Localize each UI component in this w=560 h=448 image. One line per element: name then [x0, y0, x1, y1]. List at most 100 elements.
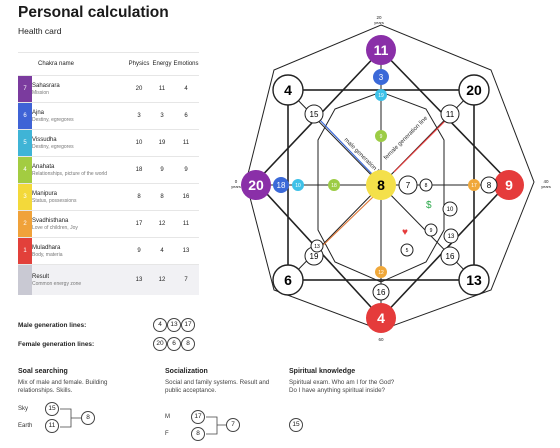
socialization-text: Social and family systems. Result and pu… [165, 379, 270, 394]
chakra-color-cell: 5 [18, 129, 32, 157]
node-v10: 10 [292, 179, 304, 191]
chakra-description: Relationships, picture of the world [32, 170, 108, 177]
svg-text:5: 5 [406, 248, 409, 254]
physics-value: 3 [127, 102, 151, 130]
spiritual-title: Spiritual knowledge [289, 368, 356, 375]
node-outer-left: 20 [241, 170, 271, 200]
chakra-description: Destiny, egregores [32, 116, 74, 123]
male-gen-value-1: 4 [153, 318, 167, 332]
node-v17: 17 [468, 179, 480, 191]
node-outer-br: 13 [458, 264, 490, 296]
svg-text:8: 8 [487, 181, 492, 190]
svg-text:10: 10 [295, 183, 301, 189]
svg-text:12: 12 [378, 270, 384, 276]
node-v9: 9 [375, 130, 387, 142]
chakra-color-cell: 7 [18, 75, 32, 103]
result-color-cell [18, 264, 32, 295]
male-generation-label: Male generation lines: [18, 322, 87, 329]
svg-text:16: 16 [377, 288, 386, 297]
svg-text:3: 3 [379, 73, 384, 82]
earth-label: Earth [18, 423, 33, 429]
sky-label: Sky [18, 406, 29, 412]
earth-value: 11 [45, 419, 59, 433]
node-v19: 19 [375, 89, 387, 101]
result-name-cell: Result Common energy zone [32, 264, 127, 295]
svg-text:20: 20 [248, 177, 264, 193]
female-generation-line-label: female generation line [383, 115, 429, 161]
energy-value: 19 [151, 129, 173, 157]
result-energy: 12 [151, 264, 173, 295]
f-label: F [165, 431, 169, 437]
node-v10b: 10 [442, 201, 458, 217]
table-row: 3 Manipura Status, possessions 8 8 16 [18, 183, 199, 211]
energy-value: 9 [151, 156, 173, 184]
page-subtitle: Health card [18, 26, 62, 36]
svg-text:9: 9 [505, 177, 513, 193]
emotions-value: 16 [173, 183, 199, 211]
social-bracket [206, 416, 227, 435]
node-v18: 18 [273, 177, 289, 193]
chakra-name: Sahasrara [32, 82, 60, 89]
soul-bracket [60, 408, 81, 428]
m-label: M [165, 414, 170, 420]
age-top-unit: years [374, 20, 384, 25]
svg-text:17: 17 [471, 183, 477, 189]
age-right: 40 [543, 179, 549, 184]
spiritual-text: Spiritual exam. Who am I for the God? Do… [289, 379, 395, 394]
table-row: 5 Vissudha Destiny, egregores 10 19 11 [18, 129, 199, 157]
svg-text:8: 8 [425, 183, 428, 189]
chakra-name: Manipura [32, 190, 58, 197]
col-emotions: Emotions [173, 52, 199, 76]
table-row: 6 Ajna Destiny, egregores 3 3 6 [18, 102, 199, 130]
svg-text:20: 20 [466, 82, 482, 98]
chakra-name-cell: Sahasrara Mission [32, 75, 127, 103]
svg-text:10: 10 [447, 207, 454, 213]
svg-text:13: 13 [448, 234, 455, 240]
result-row: Result Common energy zone 13 12 7 [18, 264, 199, 295]
node-inner-br: 16 [440, 246, 460, 266]
energy-value: 8 [151, 183, 173, 211]
energy-value: 12 [151, 210, 173, 238]
chakra-table: Chakra name Physics Energy Emotions 7 Sah… [18, 52, 199, 295]
male-gen-value-2: 13 [167, 318, 181, 332]
soul-result-value: 8 [81, 411, 95, 425]
table-row: 2 Svadhisthana Love of children, Joy 17 12 11 [18, 210, 199, 238]
chakra-color-cell: 1 [18, 237, 32, 265]
svg-text:19: 19 [378, 93, 384, 99]
svg-text:13: 13 [314, 244, 320, 250]
chakra-name-cell: Ajna Destiny, egregores [32, 102, 127, 130]
node-v9b: 9 [424, 223, 438, 237]
svg-text:9: 9 [430, 228, 433, 234]
f-value: 8 [191, 427, 205, 441]
page-title: Personal calculation [18, 4, 169, 21]
svg-text:16: 16 [446, 252, 455, 261]
chakra-name: Vissudha [32, 136, 57, 143]
emotions-value: 11 [173, 210, 199, 238]
female-generation-label: Female generation lines: [18, 341, 95, 348]
svg-text:4: 4 [377, 310, 385, 326]
chakra-name-cell: Vissudha Destiny, egregores [32, 129, 127, 157]
sky-value: 15 [45, 402, 59, 416]
chakra-color-cell: 2 [18, 210, 32, 238]
emotions-value: 13 [173, 237, 199, 265]
node-v16: 16 [372, 283, 390, 301]
node-v7: 7 [398, 175, 418, 195]
svg-text:15: 15 [310, 110, 319, 119]
svg-text:9: 9 [380, 134, 383, 140]
chakra-name-cell: Manipura Status, possessions [32, 183, 127, 211]
social-result-value: 7 [226, 418, 240, 432]
chakra-description: Status, possessions [32, 197, 77, 204]
chakra-description: Body, materia [32, 251, 63, 258]
table-header: Chakra name Physics Energy Emotions [18, 52, 199, 76]
physics-value: 9 [127, 237, 151, 265]
svg-text:4: 4 [284, 82, 292, 98]
svg-text:18: 18 [277, 181, 286, 190]
node-outer-bottom: 4 [366, 303, 396, 333]
dollar-icon: $ [426, 200, 432, 211]
svg-text:18: 18 [331, 183, 337, 189]
svg-text:11: 11 [446, 110, 455, 119]
soul-searching-title: Soal searching [18, 368, 68, 375]
age-left: 0 [235, 179, 238, 184]
node-v3: 3 [373, 69, 389, 85]
physics-value: 17 [127, 210, 151, 238]
